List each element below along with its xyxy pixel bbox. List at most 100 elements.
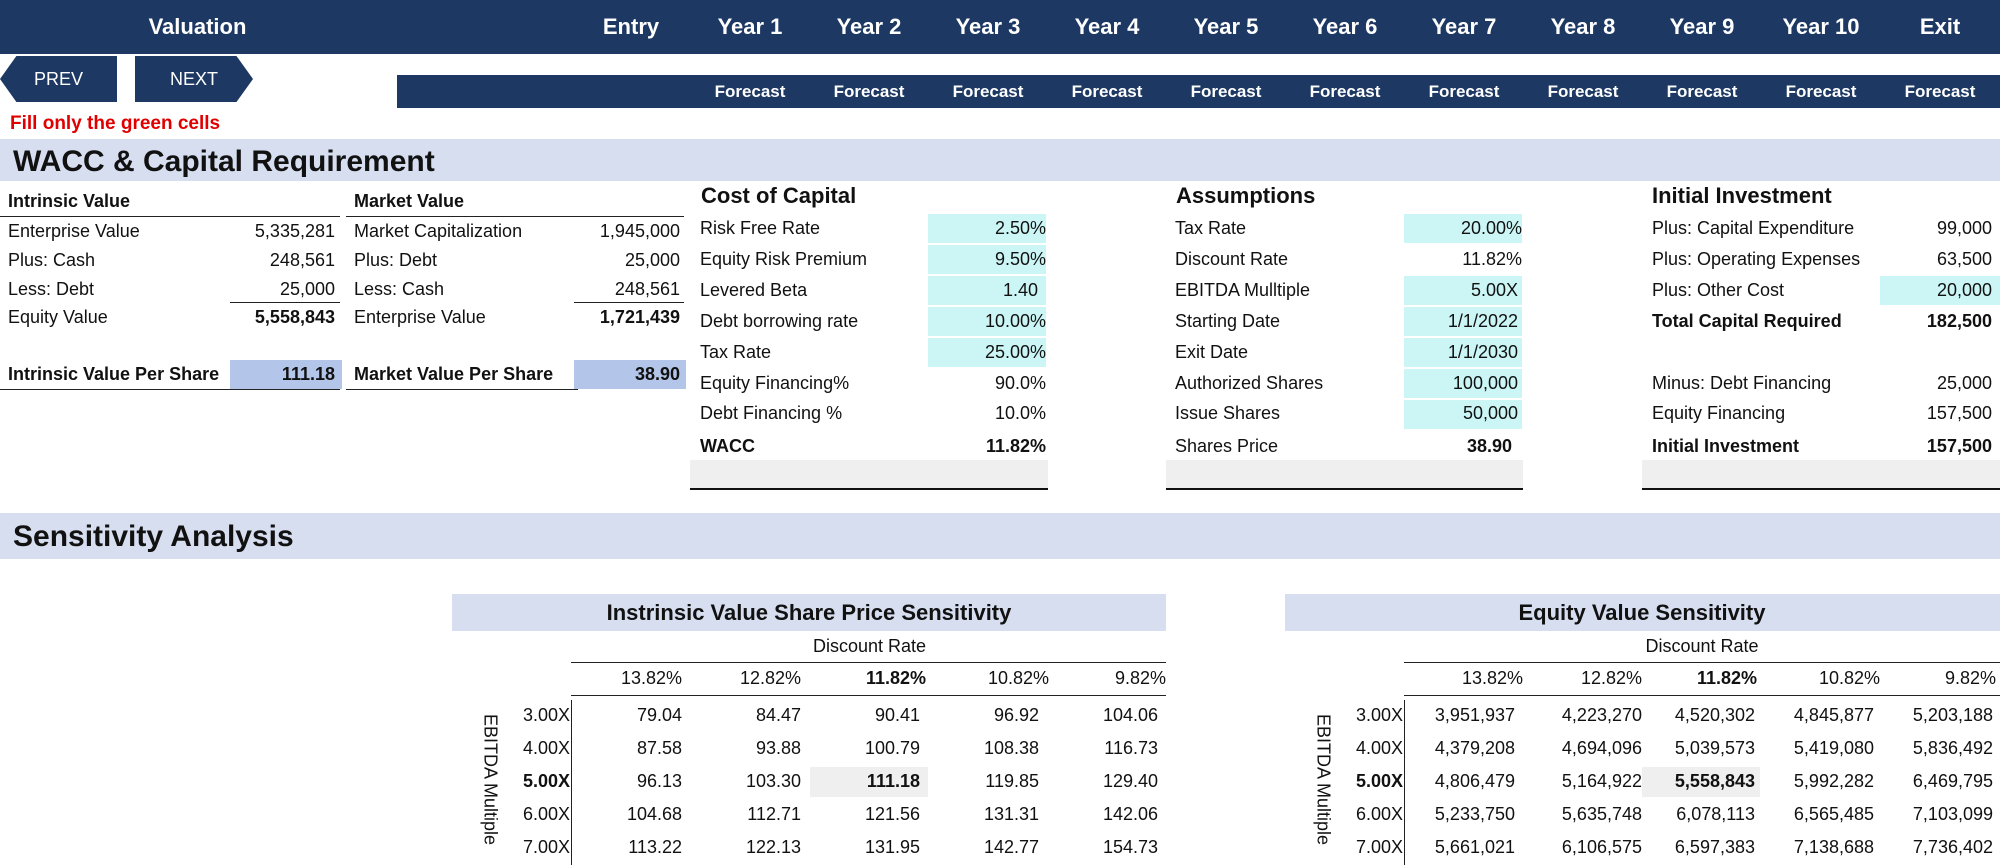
sens2-value: 5,039,573 <box>1674 738 1755 758</box>
forecast-bar <box>397 75 2000 108</box>
sens1-value: 111.18 <box>866 771 920 791</box>
issue-shares-input[interactable] <box>1404 400 1522 429</box>
assumption-label: Discount Rate <box>1175 249 1289 269</box>
col-year-7: Year 7 <box>1431 14 1497 39</box>
sens2-value: 5,203,188 <box>1912 705 1993 725</box>
assumptions-footer <box>1166 460 1523 488</box>
equity-risk-premium-input[interactable] <box>928 245 1046 274</box>
next-button[interactable]: NEXT <box>135 56 253 102</box>
sub-year-7: Forecast <box>1428 82 1500 101</box>
intrinsic-value: 25,000 <box>279 279 335 299</box>
sens2-value: 5,419,080 <box>1793 738 1874 758</box>
sens1-row-label: 7.00X <box>522 837 570 857</box>
sens1-value: 119.85 <box>985 771 1039 791</box>
sub-year-6: Forecast <box>1309 82 1381 101</box>
investment-value[interactable]: 20,000 <box>1936 280 1992 300</box>
sens1-value: 79.04 <box>636 705 682 725</box>
sens2-value: 5,661,021 <box>1434 837 1515 857</box>
sens1-highlight-cell <box>810 767 928 797</box>
sens2-col-header: 13.82% <box>1461 668 1523 688</box>
authorized-shares-input[interactable] <box>1404 369 1522 398</box>
investment-value: 63,500 <box>1936 249 1992 269</box>
col-year-1: Year 1 <box>717 14 783 39</box>
market-value: 1,721,439 <box>599 307 680 327</box>
sens2-row-label: 6.00X <box>1355 804 1403 824</box>
coc-value: 10.0% <box>994 403 1046 423</box>
intrinsic-value: 248,561 <box>269 250 335 270</box>
sens1-value: 104.06 <box>1102 705 1158 725</box>
coc-tax-rate-input[interactable] <box>928 338 1046 367</box>
sens2-row-axis: EBITDA Multiple <box>1313 713 1334 846</box>
sens1-row-label: 5.00X <box>522 771 570 791</box>
investment-label: Minus: Debt Financing <box>1652 373 1832 393</box>
market-label: Less: Cash <box>354 279 445 299</box>
investment-value: 25,000 <box>1936 373 1992 393</box>
other-cost-input[interactable] <box>1880 276 2000 305</box>
intrinsic-value: 5,335,281 <box>254 221 335 241</box>
ebitda-multiple-input[interactable] <box>1404 276 1522 305</box>
investment-label: Initial Investment <box>1652 436 1800 456</box>
prev-button[interactable]: PREV <box>0 56 117 102</box>
coc-value[interactable]: 1.40 <box>1002 280 1038 300</box>
coc-value[interactable]: 25.00% <box>984 342 1046 362</box>
sens1-value: 121.56 <box>864 804 920 824</box>
coc-value[interactable]: 2.50% <box>994 218 1046 238</box>
tax-rate-input[interactable] <box>1404 214 1522 243</box>
sens2-value: 4,845,877 <box>1793 705 1874 725</box>
coc-label: Debt borrowing rate <box>700 311 859 331</box>
sens2-col-axis: Discount Rate <box>1645 636 1759 656</box>
investment-label: Plus: Capital Expenditure <box>1652 218 1855 238</box>
assumption-value: 11.82% <box>1462 249 1522 269</box>
coc-value[interactable]: 10.00% <box>984 311 1046 331</box>
sens2-value: 6,106,575 <box>1561 837 1642 857</box>
sens1-title: Instrinsic Value Share Price Sensitivity <box>606 600 1012 625</box>
assumption-value[interactable]: 20.00% <box>1460 218 1522 238</box>
sens2-value: 6,597,383 <box>1674 837 1755 857</box>
market-label: Enterprise Value <box>354 307 486 327</box>
sens2-col-header: 12.82% <box>1580 668 1642 688</box>
sens1-col-header: 12.82% <box>739 668 801 688</box>
market-value: 248,561 <box>614 279 680 299</box>
assumption-label: Exit Date <box>1175 342 1249 362</box>
sens2-value: 4,806,479 <box>1434 771 1515 791</box>
sens1-value: 131.95 <box>864 837 920 857</box>
intrinsic-per-share-value: 111.18 <box>281 364 335 384</box>
sens1-value: 142.06 <box>1102 804 1158 824</box>
investment-label: Plus: Other Cost <box>1652 280 1785 300</box>
wacc-section-band <box>0 139 2000 181</box>
page-title: Valuation <box>148 14 247 39</box>
assumption-value[interactable]: 5.00X <box>1470 280 1518 300</box>
sub-year-3: Forecast <box>952 82 1024 101</box>
assumption-value[interactable]: 100,000 <box>1452 373 1518 393</box>
col-year-8: Year 8 <box>1550 14 1616 39</box>
debt-borrowing-rate-input[interactable] <box>928 307 1046 336</box>
coc-value[interactable]: 9.50% <box>994 249 1046 269</box>
investment-value: 99,000 <box>1936 218 1992 238</box>
intrinsic-value: 5,558,843 <box>254 307 335 327</box>
sens2-value: 4,223,270 <box>1561 705 1642 725</box>
col-year-10: Year 10 <box>1782 14 1860 39</box>
wacc-label: WACC <box>700 436 755 456</box>
investment-label: Equity Financing <box>1652 403 1786 423</box>
market-value: 25,000 <box>624 250 680 270</box>
sens2-value: 4,520,302 <box>1674 705 1755 725</box>
sensitivity-section-title: Sensitivity Analysis <box>13 520 294 553</box>
sens2-value: 5,164,922 <box>1561 771 1642 791</box>
col-year-4: Year 4 <box>1074 14 1140 39</box>
market-value: 1,945,000 <box>599 221 680 241</box>
market-label: Plus: Debt <box>354 250 438 270</box>
investment-label: Plus: Operating Expenses <box>1652 249 1861 269</box>
market-per-share-label: Market Value Per Share <box>354 364 554 384</box>
risk-free-rate-input[interactable] <box>928 214 1046 243</box>
starting-date-input[interactable] <box>1404 307 1522 336</box>
intrinsic-label: Equity Value <box>8 307 108 327</box>
investment-footer <box>1642 460 2000 488</box>
assumption-value[interactable]: 50,000 <box>1462 403 1518 423</box>
levered-beta-input[interactable] <box>928 276 1046 305</box>
wacc-section-title: WACC & Capital Requirement <box>13 145 435 178</box>
sens1-value: 84.47 <box>755 705 801 725</box>
coc-label: Levered Beta <box>700 280 808 300</box>
assumption-value[interactable]: 1/1/2022 <box>1447 311 1518 331</box>
assumption-value[interactable]: 1/1/2030 <box>1447 342 1518 362</box>
exit-date-input[interactable] <box>1404 338 1522 367</box>
